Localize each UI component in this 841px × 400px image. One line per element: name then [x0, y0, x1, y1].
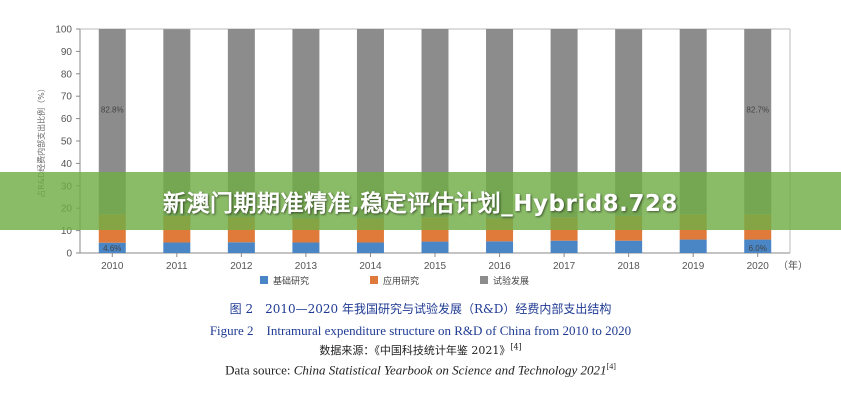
y-tick-label: 100: [55, 25, 72, 36]
y-tick-label: 60: [61, 114, 73, 125]
legend-label: 基础研究: [273, 275, 309, 287]
legend-swatch: [370, 276, 378, 284]
x-tick-label: 2010: [101, 261, 124, 272]
y-tick-label: 50: [61, 137, 73, 148]
x-tick-label: 2014: [359, 261, 382, 272]
figure-caption-cn: 图 2 2010—2020 年我国研究与试验发展（R&D）经费内部支出结构: [229, 302, 612, 316]
y-tick-label: 70: [61, 92, 73, 103]
data-label: 4.6%: [103, 244, 121, 253]
figure-caption-en: Figure 2 Intramural expenditure structur…: [209, 323, 632, 338]
y-tick-label: 80: [61, 69, 73, 80]
legend-swatch: [260, 276, 268, 284]
bar-segment: [98, 242, 126, 253]
y-axis-label: 占R&D经费内部支出比例（%）: [36, 84, 46, 198]
x-tick-label: 2012: [230, 261, 253, 272]
legend-label: 试验发展: [493, 275, 529, 287]
bar-segment: [227, 242, 255, 253]
data-source-cn: 数据来源：《中国科技统计年鉴 2021》[4]: [0, 342, 841, 358]
x-tick-label: 2011: [166, 261, 188, 272]
bar-segment: [486, 241, 514, 253]
data-source-en: Data source: China Statistical Yearbook …: [0, 362, 841, 378]
overlay-banner: 新澳门期期准精准,稳定评估计划_Hybrid8.728: [0, 172, 841, 230]
data-source-cn-ref: [4]: [510, 342, 522, 352]
x-tick-label: 2019: [682, 261, 705, 272]
data-source-en-title: China Statistical Yearbook on Science an…: [293, 362, 607, 378]
y-tick-label: 10: [61, 226, 73, 237]
data-label: 82.8%: [101, 105, 124, 114]
x-tick-label: 2013: [295, 261, 318, 272]
bar-segment: [163, 242, 191, 253]
bar-segment: [744, 239, 772, 253]
x-tick-label: 2020: [747, 261, 770, 272]
legend-label: 应用研究: [383, 275, 419, 287]
y-tick-label: 0: [66, 249, 72, 260]
data-label: 82.7%: [746, 105, 769, 114]
bar-segment: [679, 239, 707, 253]
y-tick-label: 90: [61, 47, 73, 58]
y-tick-label: 40: [61, 159, 73, 170]
overlay-title: 新澳门期期准精准,稳定评估计划_Hybrid8.728: [163, 191, 678, 217]
bar-segment: [615, 240, 643, 253]
data-source-en-prefix: Data source:: [225, 362, 294, 378]
bar-segment: [356, 242, 384, 253]
data-source-en-ref: [4]: [606, 362, 616, 371]
legend-swatch: [480, 276, 488, 284]
bar-segment: [550, 240, 578, 253]
x-tick-label: 2017: [553, 261, 576, 272]
x-tick-label: 2016: [488, 261, 511, 272]
stacked-bar-chart: 0102030405060708090100占R&D经费内部支出比例（%）201…: [36, 25, 808, 288]
data-source-cn-text: 数据来源：《中国科技统计年鉴 2021》: [319, 344, 511, 357]
bar-segment: [292, 242, 320, 253]
x-tick-label: 2015: [424, 261, 447, 272]
x-tick-label: 2018: [618, 261, 641, 272]
data-label: 6.0%: [749, 244, 767, 253]
bar-segment: [421, 241, 449, 253]
x-axis-unit: （年）: [778, 259, 808, 272]
